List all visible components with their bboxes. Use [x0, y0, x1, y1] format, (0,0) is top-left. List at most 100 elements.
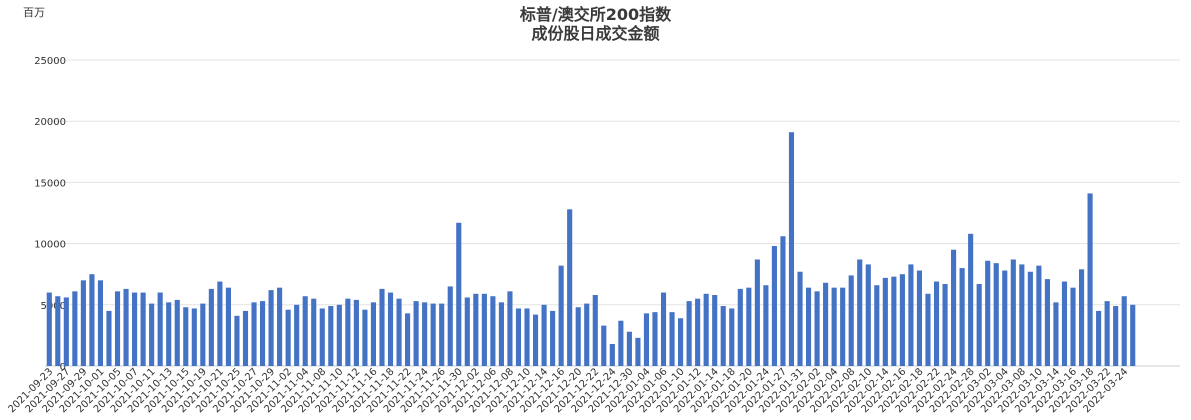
bar: [985, 260, 991, 366]
bar: [643, 313, 650, 366]
bar: [1053, 302, 1059, 366]
bar: [959, 268, 965, 366]
bar: [362, 309, 368, 366]
bar: [1104, 301, 1110, 366]
bar: [865, 264, 871, 366]
bar: [567, 209, 573, 366]
bar: [848, 275, 854, 366]
bar: [268, 290, 274, 366]
bar: [1010, 259, 1016, 366]
bar: [976, 283, 982, 366]
bar: [251, 302, 257, 366]
bar: [763, 285, 769, 366]
bar: [114, 291, 121, 366]
y-tick-label: 15000: [34, 178, 66, 189]
bar: [703, 293, 709, 366]
bar: [1061, 281, 1068, 366]
x-axis-ticks: 2021-09-232021-09-272021-09-292021-10-01…: [7, 366, 1131, 415]
bar: [302, 296, 308, 366]
bar: [439, 303, 445, 366]
bar: [601, 325, 607, 366]
bar: [123, 288, 129, 366]
bar: [328, 306, 334, 366]
bar: [618, 320, 624, 366]
bar: [80, 280, 86, 366]
bar: [814, 291, 820, 366]
bar: [490, 296, 496, 366]
bar: [225, 287, 231, 366]
bar: [524, 308, 530, 366]
bar: [336, 304, 342, 366]
bar: [396, 298, 402, 366]
bar: [805, 287, 812, 366]
bar: [379, 288, 385, 366]
bar: [993, 263, 999, 366]
bar: [447, 286, 453, 366]
bar: [46, 292, 52, 366]
bar: [422, 302, 428, 366]
bar: [72, 291, 78, 366]
bar: [242, 310, 249, 366]
bar: [942, 283, 948, 366]
bar: [840, 287, 846, 366]
bar: [660, 292, 667, 366]
bar: [97, 280, 104, 366]
bar: [498, 302, 504, 366]
bar: [413, 301, 419, 366]
bar: [1044, 279, 1050, 366]
bar: [558, 265, 564, 366]
bar: [925, 293, 931, 366]
bar: [1027, 271, 1033, 366]
bar: [174, 299, 180, 366]
bar: [473, 293, 479, 366]
bar: [387, 292, 394, 366]
bar: [951, 249, 957, 366]
bar: [541, 304, 547, 366]
bar: [823, 282, 829, 366]
bar: [908, 264, 914, 366]
bar: [720, 306, 726, 366]
bar: [933, 281, 940, 366]
bar: [857, 259, 863, 366]
bar: [891, 276, 897, 366]
bar: [729, 308, 735, 366]
bar: [695, 298, 701, 366]
y-axis-ticks: 0 5000 10000 15000 20000 25000: [34, 56, 66, 373]
bar: [678, 318, 684, 366]
bar: [149, 303, 155, 366]
bar: [140, 292, 146, 366]
bar: [294, 304, 300, 366]
gridlines: [45, 59, 1180, 367]
bar: [311, 298, 317, 366]
bar: [208, 288, 214, 366]
bar: [405, 313, 411, 366]
bar: [916, 270, 923, 366]
bar: [874, 285, 880, 366]
bar: [1113, 306, 1119, 366]
bar: [63, 297, 69, 366]
bar: [55, 296, 61, 366]
bar: [481, 293, 487, 366]
unit-label: 百万: [23, 6, 45, 19]
bar: [712, 295, 718, 366]
bar: [430, 303, 436, 366]
bar: [370, 302, 377, 366]
bar: [166, 302, 172, 366]
bar: [1070, 287, 1076, 366]
chart-subtitle: 成份股日成交金额: [531, 24, 660, 43]
bar: [1087, 193, 1093, 366]
bar: [609, 343, 615, 366]
bar: [464, 297, 470, 366]
bar: [106, 310, 112, 366]
bar: [780, 236, 786, 366]
bar: [1078, 269, 1085, 366]
bar: [831, 287, 837, 366]
y-tick-label: 20000: [34, 117, 66, 128]
bar: [788, 132, 795, 366]
bar: [200, 303, 206, 366]
bar: [737, 288, 743, 366]
bar: [882, 277, 888, 366]
bar: [132, 292, 138, 366]
y-tick-label: 25000: [34, 56, 66, 67]
